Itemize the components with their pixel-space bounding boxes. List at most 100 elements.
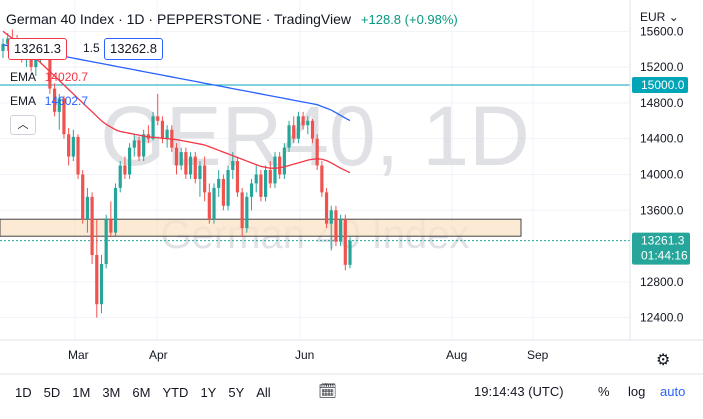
candle	[142, 129, 146, 162]
candle	[76, 134, 80, 179]
candle	[282, 143, 286, 179]
candle	[240, 187, 244, 238]
candle	[179, 147, 183, 170]
candle	[85, 187, 90, 233]
candle	[1, 38, 5, 59]
sell-price-button[interactable]: 13261.3	[8, 38, 67, 60]
candle	[207, 183, 211, 224]
ema-value: 14602.7	[44, 94, 89, 108]
candle	[254, 165, 258, 193]
candle	[263, 165, 268, 202]
candle	[231, 152, 235, 179]
candle	[217, 170, 221, 197]
timeframe-6m[interactable]: 6M	[132, 385, 151, 400]
timeframe-1m[interactable]: 1M	[72, 385, 91, 400]
ema-value: 14020.7	[44, 70, 89, 84]
candle	[296, 111, 301, 144]
currency-selector[interactable]: EUR ⌄	[640, 10, 679, 24]
candle	[193, 152, 197, 184]
bar-countdown: 01:44:16	[641, 249, 688, 263]
candle	[174, 143, 179, 175]
symbol-header[interactable]: German 40 Index · 1D · PEPPERSTONE · Tra…	[6, 11, 458, 27]
candle	[320, 161, 324, 197]
price-axis-label: 12800.0	[640, 275, 684, 289]
log-scale-button[interactable]: log	[628, 384, 646, 399]
candle	[109, 201, 113, 238]
time-label: Mar	[68, 348, 89, 362]
price-axis-label: 14000.0	[640, 167, 684, 181]
candle	[249, 178, 254, 211]
candle	[198, 161, 202, 197]
chevron-down-icon: ⌄	[668, 10, 679, 24]
svg-text:15000.0: 15000.0	[641, 78, 685, 92]
timeframe-3m[interactable]: 3M	[102, 385, 121, 400]
candle	[156, 93, 160, 126]
timeframe-1y[interactable]: 1Y	[200, 385, 217, 400]
candle	[306, 116, 310, 135]
candle	[343, 214, 347, 271]
candle	[128, 143, 132, 179]
candle	[132, 134, 136, 157]
ema-legend-2[interactable]: EMA 14602.7	[10, 94, 88, 108]
timeframe-ytd[interactable]: YTD	[162, 385, 189, 400]
time-label: Sep	[527, 348, 549, 362]
candle	[212, 183, 216, 224]
ema-name: EMA	[10, 70, 36, 84]
candle	[6, 33, 10, 51]
symbol-name: German 40 Index	[6, 11, 115, 27]
chevron-up-icon: ︿	[17, 119, 29, 131]
candle	[57, 93, 61, 130]
watermark-symbol: GER40, 1D	[100, 89, 530, 183]
candle	[52, 83, 57, 117]
gear-icon[interactable]: ⚙	[656, 352, 671, 369]
ema-legend-1[interactable]: EMA 14020.7	[10, 70, 88, 84]
time-label: Apr	[149, 348, 168, 362]
clock-timezone[interactable]: 19:14:43 (UTC)	[474, 384, 564, 399]
candle	[90, 192, 94, 264]
percent-scale-button[interactable]: %	[598, 384, 610, 399]
price-axis-background	[630, 0, 703, 340]
candle	[226, 165, 230, 211]
calendar-range-icon[interactable]: 🗓	[318, 383, 338, 400]
last-price-label: 13261.301:44:16	[632, 232, 690, 265]
horizontal-line-price-label: 15000.0	[632, 77, 688, 93]
candle	[245, 192, 249, 233]
candle	[329, 205, 333, 251]
candle	[67, 127, 71, 166]
candle	[151, 111, 155, 141]
price-axis-label: 14400.0	[640, 132, 684, 146]
timeframe-5y[interactable]: 5Y	[228, 385, 245, 400]
candle	[268, 161, 272, 188]
spread-value: 1.5	[78, 38, 105, 58]
candle	[278, 152, 282, 179]
candle	[81, 170, 85, 224]
candle	[334, 205, 338, 247]
timeframe-all[interactable]: All	[256, 385, 271, 400]
candle	[62, 95, 66, 139]
buy-price-button[interactable]: 13262.8	[104, 38, 163, 60]
timeframe-5d[interactable]: 5D	[43, 385, 61, 400]
candle	[104, 214, 108, 269]
candle	[348, 237, 352, 269]
interval-label[interactable]: 1D	[126, 11, 145, 27]
candle	[301, 111, 305, 130]
candle	[71, 129, 75, 162]
collapse-legend-button[interactable]: ︿	[10, 115, 36, 135]
candle	[315, 134, 319, 170]
candle	[203, 156, 207, 202]
candle	[188, 152, 193, 179]
price-axis-label: 14800.0	[640, 96, 684, 110]
exchange-label: PEPPERSTONE	[156, 11, 262, 27]
support-zone[interactable]	[0, 218, 522, 237]
timeframe-1d[interactable]: 1D	[15, 385, 32, 400]
candle	[137, 136, 141, 162]
candle	[273, 152, 277, 188]
candle	[165, 125, 169, 148]
price-axis-label: 15200.0	[640, 60, 684, 74]
candle	[95, 219, 99, 318]
auto-scale-button[interactable]: auto	[660, 384, 686, 399]
candle	[324, 187, 329, 229]
candle	[184, 147, 188, 179]
candle	[118, 161, 122, 193]
